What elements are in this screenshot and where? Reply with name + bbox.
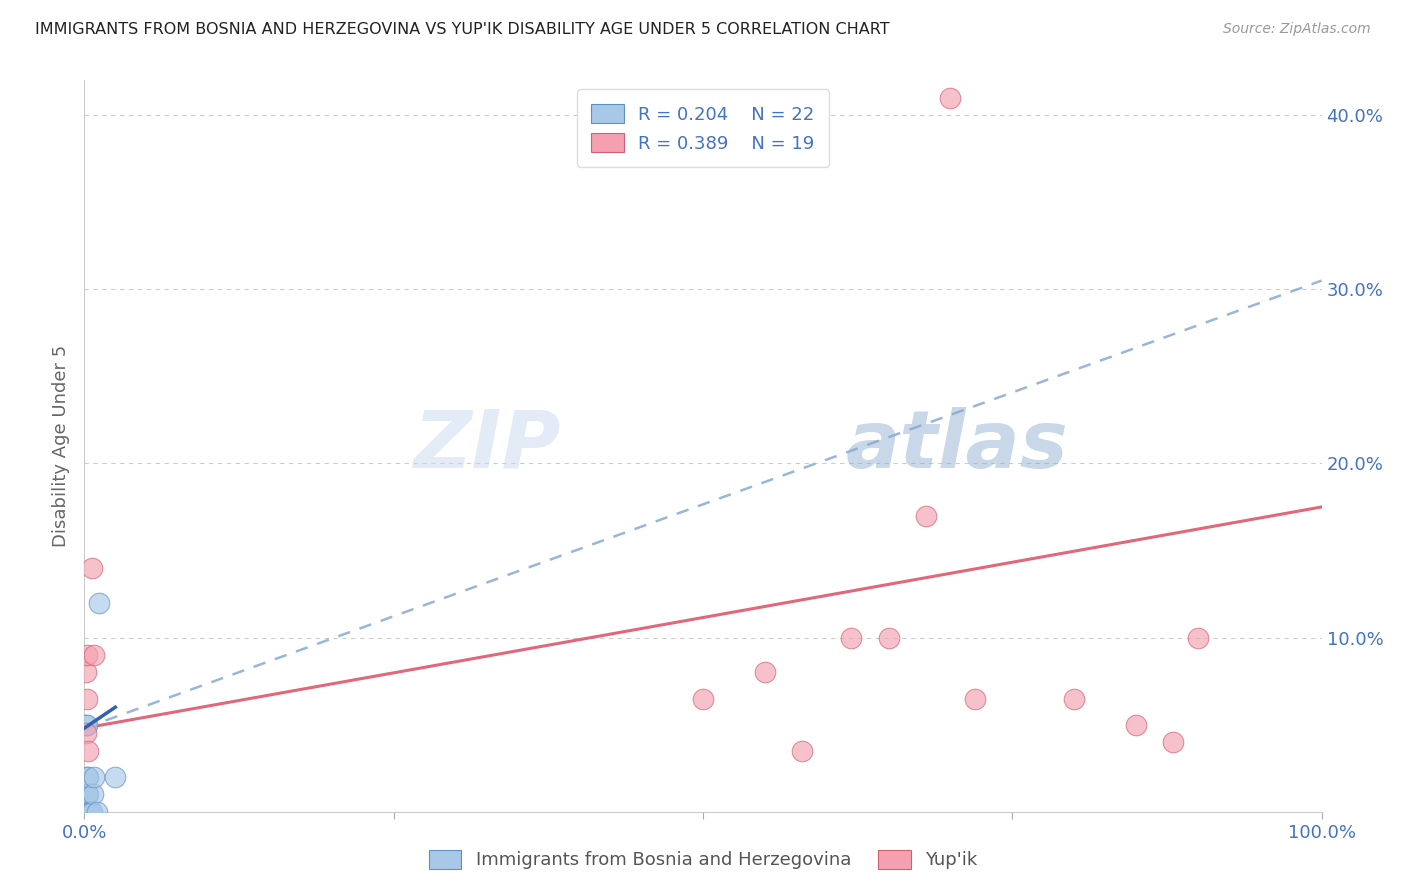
Point [79, 805, 101, 819]
Point [80, 561, 103, 575]
Point [75, 726, 97, 740]
Point [104, 770, 127, 784]
Point [76, 805, 98, 819]
Point [76, 648, 98, 662]
Point [75, 717, 97, 731]
Point [790, 744, 813, 758]
Point [77, 805, 100, 819]
Point [77, 805, 100, 819]
Point [75, 805, 97, 819]
Point [76, 717, 98, 731]
Point [1161, 735, 1184, 749]
Point [83, 770, 105, 784]
Point [75, 665, 97, 680]
Point [77, 770, 100, 784]
Point [80, 805, 103, 819]
Point [82, 787, 104, 801]
Point [76, 770, 98, 784]
Point [89, 596, 111, 610]
Point [965, 691, 987, 706]
Point [75, 805, 97, 819]
Text: atlas: atlas [845, 407, 1069, 485]
Legend: Immigrants from Bosnia and Herzegovina, Yup'ik: Immigrants from Bosnia and Herzegovina, … [419, 840, 987, 879]
Point [754, 665, 776, 680]
Y-axis label: Disability Age Under 5: Disability Age Under 5 [52, 345, 70, 547]
Point [83, 648, 105, 662]
Point [877, 631, 900, 645]
Point [76, 691, 98, 706]
Point [77, 787, 100, 801]
Point [1187, 631, 1209, 645]
Point [841, 631, 863, 645]
Text: Source: ZipAtlas.com: Source: ZipAtlas.com [1223, 22, 1371, 37]
Point [75, 805, 97, 819]
Point [79, 805, 101, 819]
Point [75, 805, 97, 819]
Point [77, 744, 100, 758]
Text: ZIP: ZIP [413, 407, 561, 485]
Point [75, 787, 97, 801]
Point [939, 91, 962, 105]
Point [86, 805, 108, 819]
Legend: R = 0.204    N = 22, R = 0.389    N = 19: R = 0.204 N = 22, R = 0.389 N = 19 [576, 89, 830, 167]
Text: IMMIGRANTS FROM BOSNIA AND HERZEGOVINA VS YUP'IK DISABILITY AGE UNDER 5 CORRELAT: IMMIGRANTS FROM BOSNIA AND HERZEGOVINA V… [35, 22, 890, 37]
Point [1125, 717, 1147, 731]
Point [1063, 691, 1085, 706]
Point [914, 508, 936, 523]
Point [76, 787, 98, 801]
Point [692, 691, 714, 706]
